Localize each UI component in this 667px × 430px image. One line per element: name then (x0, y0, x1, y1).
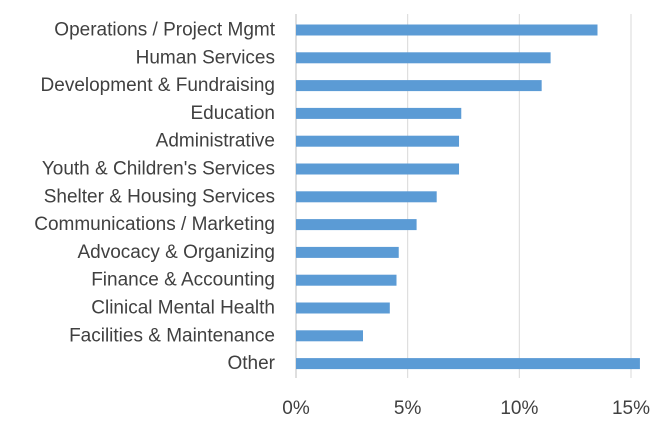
bar (296, 246, 399, 258)
category-label: Education (190, 103, 275, 124)
bar (296, 302, 390, 314)
category-label: Youth & Children's Services (42, 159, 275, 180)
category-label: Facilities & Maintenance (69, 325, 275, 346)
bar (296, 358, 640, 370)
category-label: Shelter & Housing Services (44, 186, 275, 207)
x-tick-label: 10% (500, 398, 538, 419)
x-tick-labels: 0% 5% 10% 15% (282, 398, 650, 419)
bar (296, 330, 363, 342)
bar (296, 191, 437, 203)
category-label: Advocacy & Organizing (78, 242, 276, 263)
bar (296, 107, 462, 119)
bar (296, 24, 598, 36)
bar (296, 80, 542, 92)
bar (296, 52, 551, 64)
category-label: Operations / Project Mgmt (54, 20, 275, 41)
bar (296, 135, 460, 147)
category-label: Finance & Accounting (91, 270, 275, 291)
bar (296, 274, 397, 286)
bars (296, 24, 640, 370)
x-tick-label: 15% (612, 398, 650, 419)
category-label: Administrative (156, 131, 275, 152)
x-tick-label: 5% (394, 398, 422, 419)
category-label: Development & Fundraising (41, 75, 275, 96)
category-label: Human Services (136, 47, 275, 68)
x-tick-label: 0% (282, 398, 310, 419)
bar (296, 163, 460, 175)
category-label: Clinical Mental Health (91, 298, 275, 319)
category-label: Other (227, 353, 275, 374)
category-labels: Operations / Project Mgmt Human Services D… (34, 20, 275, 375)
bar (296, 219, 417, 231)
category-label: Communications / Marketing (34, 214, 275, 235)
